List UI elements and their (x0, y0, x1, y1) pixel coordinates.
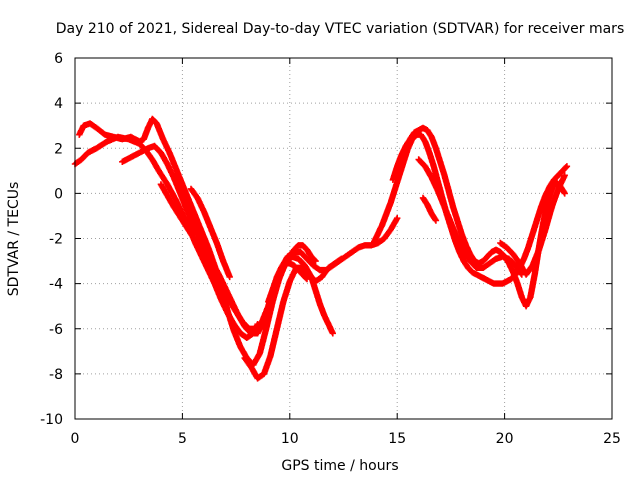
data-point-markers (187, 185, 233, 281)
series-sat-track-k (419, 194, 440, 224)
data-point-markers (119, 142, 319, 337)
y-tick-label: -8 (49, 367, 63, 383)
series-sat-track-g (265, 215, 401, 305)
grid-lines (75, 58, 612, 419)
y-tick-label: -6 (49, 322, 63, 338)
data-markers (71, 115, 571, 382)
series-sat-track-e (187, 185, 233, 281)
series-sat-track-b (76, 115, 336, 369)
data-point-markers (76, 115, 336, 369)
data-point-markers (497, 172, 568, 278)
axis-ticks (74, 57, 613, 420)
series-sat-track-j (415, 156, 525, 278)
data-point-markers (265, 215, 401, 305)
y-axis-label: SDTVAR / TECUs (6, 182, 22, 297)
data-point-markers (415, 156, 525, 278)
y-tick-label: 6 (54, 51, 63, 67)
series-sat-track-l (497, 172, 568, 278)
chart-title: Day 210 of 2021, Sidereal Day-to-day VTE… (56, 21, 624, 37)
series-sat-track-c (119, 142, 319, 337)
y-tick-label: 0 (54, 186, 63, 202)
x-tick-label: 0 (71, 431, 80, 447)
x-tick-label: 15 (388, 431, 406, 447)
x-tick-label: 20 (496, 431, 514, 447)
x-tick-label: 5 (178, 431, 187, 447)
data-point-markers (419, 194, 440, 224)
x-tick-label: 25 (603, 431, 621, 447)
x-tick-label: 10 (281, 431, 299, 447)
y-tick-label: -4 (49, 277, 63, 293)
y-tick-label: -2 (49, 232, 63, 248)
y-tick-label: -10 (40, 412, 63, 428)
y-tick-label: 2 (54, 141, 63, 157)
y-tick-label: 4 (54, 96, 63, 112)
x-axis-label: GPS time / hours (281, 458, 398, 474)
